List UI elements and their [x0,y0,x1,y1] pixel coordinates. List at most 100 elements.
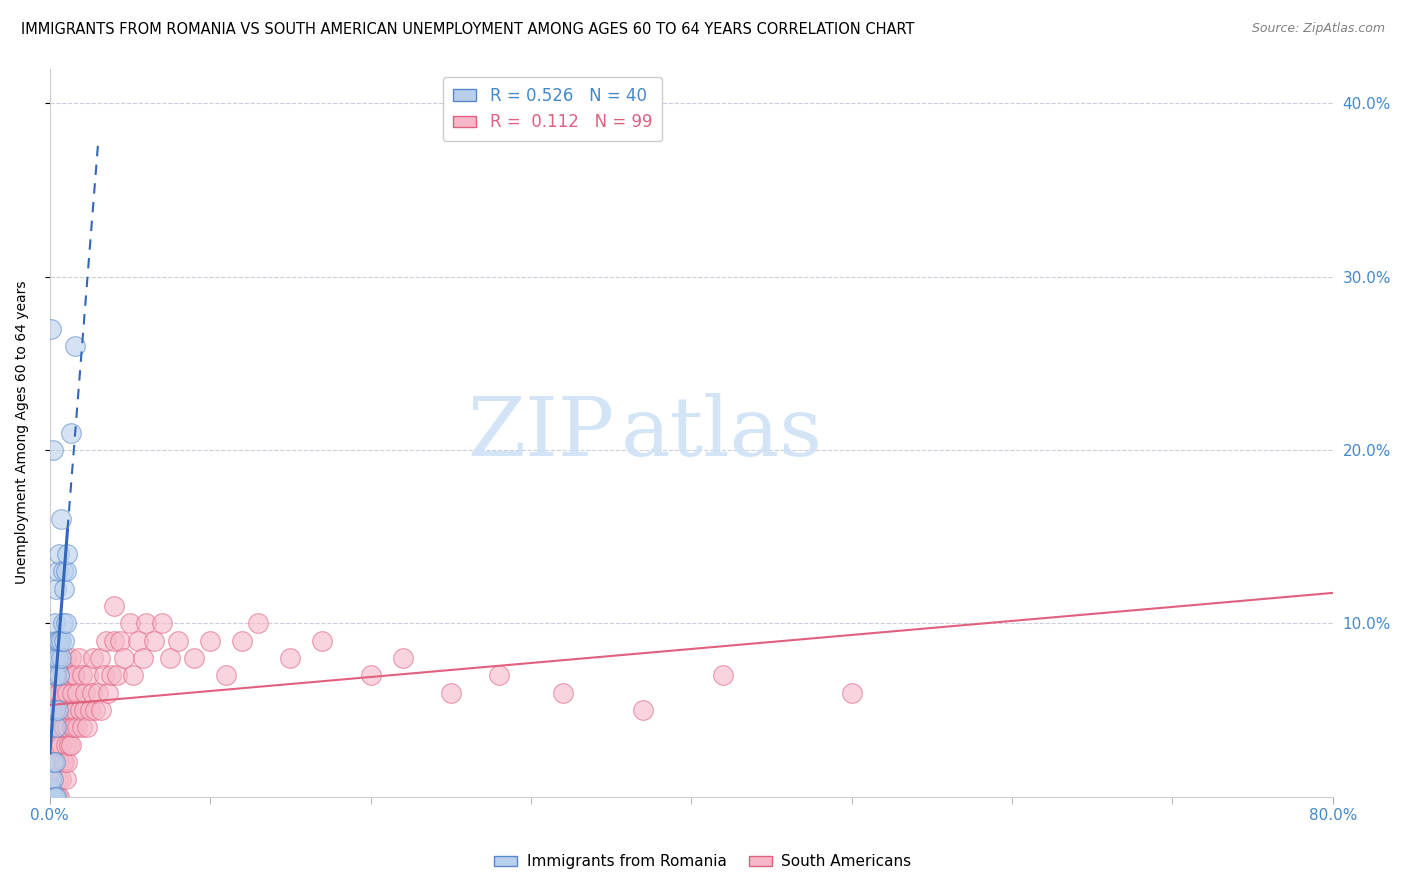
Point [100,668,122,682]
Point [46,668,69,682]
Point [65,703,87,717]
Point [118,616,141,631]
Point [49,772,72,787]
Point [49,738,72,752]
Point [127,633,149,648]
Point [80,686,103,700]
Point [66,720,89,734]
Point [49,703,72,717]
Point [93,668,115,682]
Point [132,651,155,665]
Point [66,686,89,700]
Point [360,668,382,682]
Point [42,442,65,457]
Point [55,738,77,752]
Point [46,633,69,648]
Point [82,651,104,665]
Point [72,703,94,717]
Point [45,789,67,804]
Point [59,651,82,665]
Point [53,755,76,769]
Point [46,720,69,734]
Point [46,772,69,787]
Point [59,425,82,440]
Point [52,651,75,665]
Point [55,772,77,787]
Point [44,755,66,769]
Point [56,547,79,561]
Point [551,686,574,700]
Point [44,720,66,734]
Point [215,668,238,682]
Point [55,564,77,578]
Point [46,703,69,717]
Point [48,720,70,734]
Point [63,720,86,734]
Point [44,668,66,682]
Point [631,703,654,717]
Point [44,755,66,769]
Point [45,582,67,596]
Point [45,755,67,769]
Point [488,668,510,682]
Point [70,668,93,682]
Point [53,720,76,734]
Point [53,668,76,682]
Text: Source: ZipAtlas.com: Source: ZipAtlas.com [1251,22,1385,36]
Point [159,651,181,665]
Point [45,720,67,734]
Point [183,651,205,665]
Point [52,755,75,769]
Point [70,720,93,734]
Point [60,686,83,700]
Point [56,720,79,734]
Point [48,668,70,682]
Point [58,703,80,717]
Point [45,633,67,648]
Point [97,686,120,700]
Point [49,512,72,526]
Point [83,703,105,717]
Point [42,789,65,804]
Point [67,651,90,665]
Point [45,668,67,682]
Point [90,703,112,717]
Point [311,633,333,648]
Point [94,633,117,648]
Point [44,616,66,631]
Point [53,633,76,648]
Point [53,582,76,596]
Point [60,720,83,734]
Point [112,651,135,665]
Point [231,633,253,648]
Point [56,755,79,769]
Point [56,686,79,700]
Point [122,668,145,682]
Point [48,789,70,804]
Point [77,668,100,682]
Point [841,686,863,700]
Point [135,616,157,631]
Point [42,755,65,769]
Text: ZIP: ZIP [467,392,614,473]
Point [41,772,63,787]
Point [44,789,66,804]
Text: atlas: atlas [620,392,823,473]
Point [45,703,67,717]
Point [58,738,80,752]
Point [42,772,65,787]
Point [46,738,69,752]
Point [440,686,463,700]
Point [45,738,67,752]
Point [55,651,77,665]
Point [44,703,66,717]
Point [52,686,75,700]
Point [280,651,302,665]
Point [247,616,270,631]
Legend: R = 0.526   N = 40, R =  0.112   N = 99: R = 0.526 N = 40, R = 0.112 N = 99 [443,77,662,141]
Point [45,789,67,804]
Point [65,339,87,353]
Point [52,616,75,631]
Point [76,720,98,734]
Text: IMMIGRANTS FROM ROMANIA VS SOUTH AMERICAN UNEMPLOYMENT AMONG AGES 60 TO 64 YEARS: IMMIGRANTS FROM ROMANIA VS SOUTH AMERICA… [21,22,914,37]
